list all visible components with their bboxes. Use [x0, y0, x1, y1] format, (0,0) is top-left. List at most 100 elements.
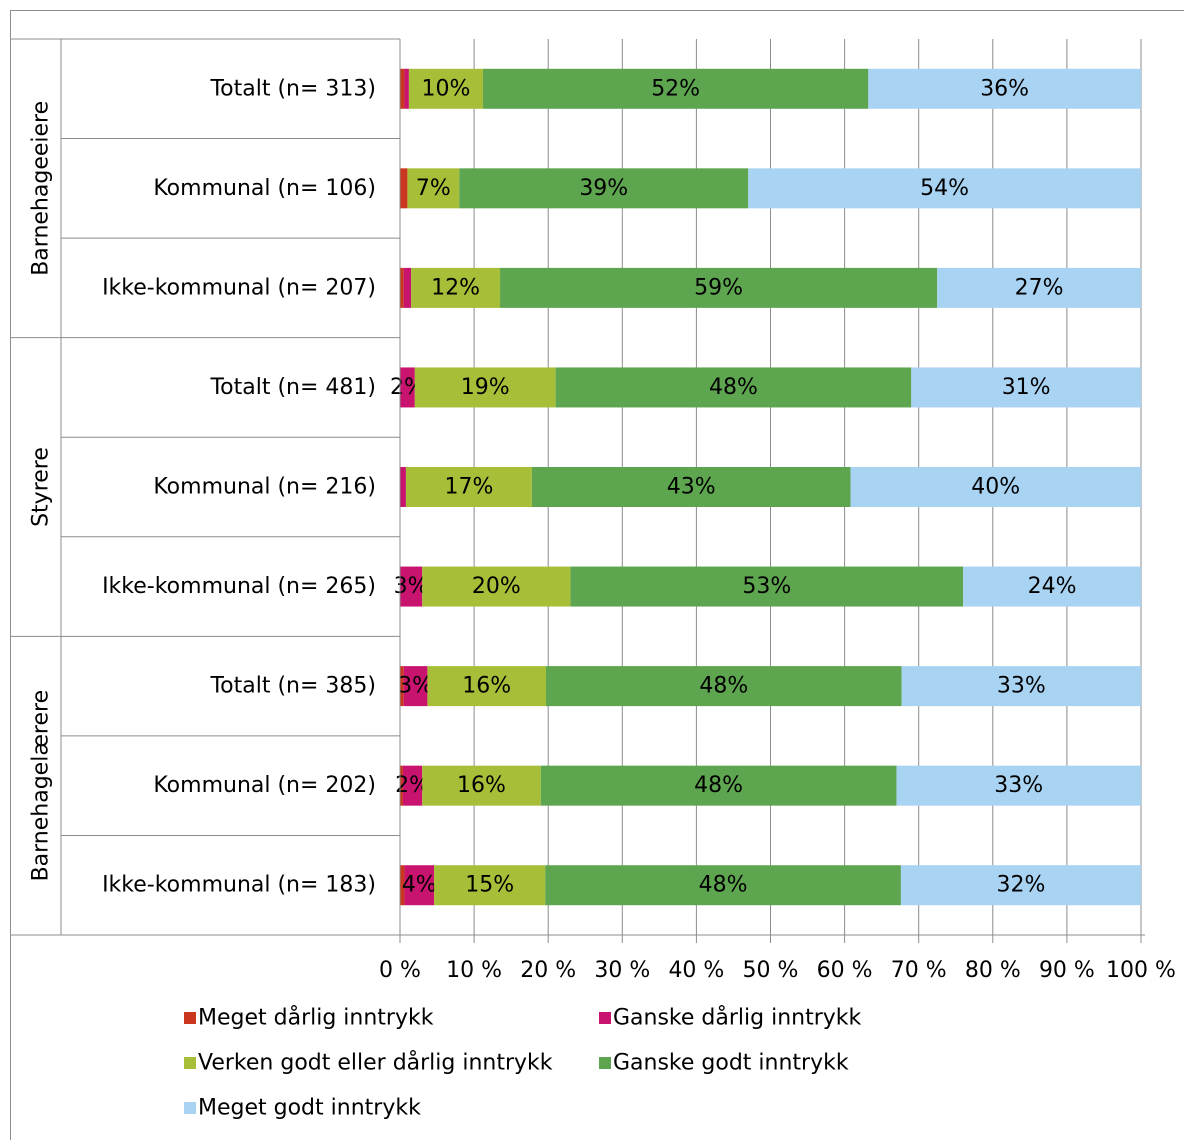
data-label: 15% — [465, 873, 514, 898]
legend-swatch — [184, 1057, 196, 1069]
bar-segment — [400, 68, 405, 109]
x-tick-label: 50 % — [743, 958, 799, 983]
legend-swatch — [599, 1057, 611, 1069]
data-label: 48% — [699, 674, 748, 699]
data-label: 36% — [980, 76, 1029, 101]
data-label: 3% — [398, 674, 433, 699]
category-label: Kommunal (n= 216) — [153, 475, 376, 500]
bar-segment — [911, 367, 1141, 408]
data-label: 48% — [694, 773, 743, 798]
data-label: 32% — [997, 873, 1046, 898]
data-label: 39% — [579, 176, 628, 201]
bar-segment — [901, 666, 1141, 707]
bar-segment — [408, 68, 483, 109]
bar-segment — [896, 765, 1141, 806]
data-label: 7% — [416, 176, 451, 201]
legend-label: Meget dårlig inntrykk — [198, 1005, 434, 1031]
data-label: 19% — [461, 375, 510, 400]
bar-segment — [404, 865, 435, 906]
data-label: 20% — [472, 574, 521, 599]
data-label: 17% — [444, 475, 493, 500]
data-label: 52% — [651, 76, 700, 101]
bar-segment — [482, 68, 869, 109]
data-label: 24% — [1028, 574, 1077, 599]
bar-segment — [868, 68, 1141, 109]
category-label: Totalt (n= 385) — [209, 674, 376, 699]
legend-label: Meget godt inntrykk — [198, 1096, 421, 1121]
bar-segment — [850, 467, 1141, 507]
category-label: Kommunal (n= 106) — [153, 176, 376, 201]
x-tick-label: 30 % — [594, 958, 650, 983]
bar-segment — [422, 566, 571, 607]
bar-segment — [540, 765, 897, 806]
bar-segment — [400, 168, 408, 209]
x-tick-label: 70 % — [891, 958, 947, 983]
legend-label: Verken godt eller dårlig inntrykk — [198, 1050, 553, 1076]
bar-segment — [403, 666, 428, 707]
legend-swatch — [184, 1102, 196, 1114]
data-label: 59% — [694, 275, 743, 300]
bar-segment — [400, 566, 423, 607]
bar-segment — [400, 367, 415, 408]
bar-segment — [402, 765, 423, 806]
group-label: Barnehageeiere — [29, 101, 54, 276]
x-tick-label: 80 % — [965, 958, 1021, 983]
bar-segment — [405, 467, 532, 507]
x-tick-label: 20 % — [520, 958, 576, 983]
data-label: 48% — [709, 375, 758, 400]
data-label: 27% — [1015, 275, 1064, 300]
bar-segment — [400, 865, 405, 906]
data-label: 43% — [667, 475, 716, 500]
category-label: Ikke-kommunal (n= 207) — [102, 275, 376, 300]
data-label: 48% — [699, 873, 748, 898]
bars: 10% 52% 36%7% 39% 54%12% 59% 27%2% 19% 48% 31%17%… — [390, 68, 1141, 906]
bar-segment — [414, 367, 556, 408]
bar-segment — [900, 865, 1141, 906]
bar-segment — [545, 666, 902, 707]
bar-segment — [459, 168, 749, 209]
bar-segment — [400, 467, 406, 507]
data-label: 40% — [971, 475, 1020, 500]
category-label: Ikke-kommunal (n= 265) — [102, 574, 376, 599]
data-label: 33% — [997, 674, 1046, 699]
data-label: 12% — [431, 275, 480, 300]
data-label: 31% — [1002, 375, 1051, 400]
bar-segment — [400, 666, 404, 707]
data-label: 4% — [402, 873, 437, 898]
category-label: Totalt (n= 313) — [209, 76, 376, 101]
group-label: Barnehagelærere — [29, 690, 54, 882]
bar-segment — [531, 467, 851, 507]
legend-label: Ganske dårlig inntrykk — [613, 1005, 862, 1031]
bar-segment — [400, 765, 403, 806]
data-label: 33% — [994, 773, 1043, 798]
category-label: Kommunal (n= 202) — [153, 773, 376, 798]
data-label: 16% — [457, 773, 506, 798]
x-tick-label: 40 % — [668, 958, 724, 983]
x-tick-label: 0 % — [379, 958, 421, 983]
legend-swatch — [599, 1012, 611, 1024]
data-label: 53% — [742, 574, 791, 599]
bar-segment — [403, 267, 412, 308]
bar-segment — [400, 267, 404, 308]
bar-segment — [555, 367, 912, 408]
chart-frame: 10% 52% 36% 7% 39% 54% 12% 59% 27% 2% 19% 48% 31% 17%… — [10, 10, 1184, 1140]
bar-segment — [404, 68, 409, 109]
data-label: 10% — [421, 76, 470, 101]
category-label: Totalt (n= 481) — [209, 375, 376, 400]
data-label: 16% — [462, 674, 511, 699]
bar-segment — [422, 765, 541, 806]
axes: 0 % 10 % 20 % 30 % 40 % 50 % 60 % 70 % 80 % 90 % 1… — [11, 38, 1176, 983]
stacked-bar-chart: 10% 52% 36%7% 39% 54%12% 59% 27%2% 19% 48% 31%17%… — [11, 38, 1176, 1121]
bar-segment — [427, 666, 546, 707]
legend: Meget dårlig inntrykk Ganske dårlig inntr… — [184, 1005, 862, 1121]
bar-segment — [500, 267, 938, 308]
bar-segment — [407, 168, 460, 209]
data-label: 54% — [920, 176, 969, 201]
bar-segment — [748, 168, 1141, 209]
bar-segment — [411, 267, 501, 308]
bar-segment — [937, 267, 1141, 308]
x-tick-label: 60 % — [817, 958, 873, 983]
legend-label: Ganske godt inntrykk — [613, 1051, 849, 1076]
x-tick-label: 100 % — [1106, 958, 1176, 983]
group-label: Styrere — [29, 447, 54, 527]
